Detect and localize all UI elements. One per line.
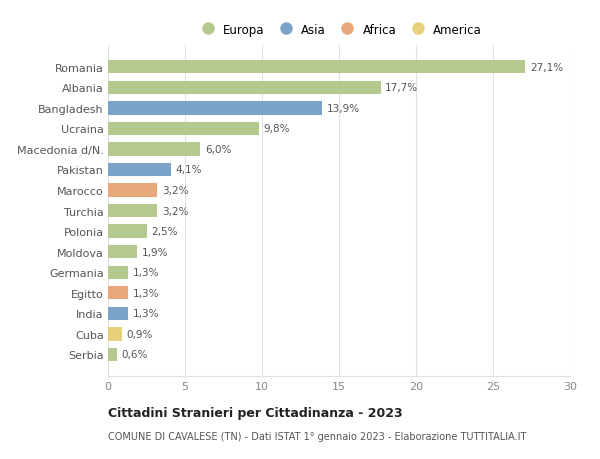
Bar <box>108 328 122 341</box>
Bar <box>108 163 171 177</box>
Bar <box>108 348 117 361</box>
Text: 1,3%: 1,3% <box>133 288 159 298</box>
Text: 4,1%: 4,1% <box>176 165 202 175</box>
Text: COMUNE DI CAVALESE (TN) - Dati ISTAT 1° gennaio 2023 - Elaborazione TUTTITALIA.I: COMUNE DI CAVALESE (TN) - Dati ISTAT 1° … <box>108 431 526 442</box>
Text: 27,1%: 27,1% <box>530 62 563 73</box>
Text: 1,3%: 1,3% <box>133 268 159 278</box>
Bar <box>108 81 380 95</box>
Bar <box>108 123 259 136</box>
Bar <box>108 286 128 300</box>
Bar <box>108 102 322 115</box>
Text: 2,5%: 2,5% <box>151 227 178 237</box>
Text: 9,8%: 9,8% <box>263 124 290 134</box>
Bar <box>108 61 526 74</box>
Text: 0,6%: 0,6% <box>122 350 148 360</box>
Legend: Europa, Asia, Africa, America: Europa, Asia, Africa, America <box>191 19 487 41</box>
Bar <box>108 143 200 156</box>
Bar <box>108 266 128 280</box>
Text: 6,0%: 6,0% <box>205 145 232 155</box>
Text: 13,9%: 13,9% <box>326 104 360 113</box>
Text: Cittadini Stranieri per Cittadinanza - 2023: Cittadini Stranieri per Cittadinanza - 2… <box>108 406 403 419</box>
Text: 3,2%: 3,2% <box>162 206 188 216</box>
Text: 1,3%: 1,3% <box>133 309 159 319</box>
Bar <box>108 246 137 259</box>
Text: 17,7%: 17,7% <box>385 83 418 93</box>
Text: 1,9%: 1,9% <box>142 247 169 257</box>
Bar <box>108 225 146 238</box>
Text: 0,9%: 0,9% <box>127 329 153 339</box>
Text: 3,2%: 3,2% <box>162 185 188 196</box>
Bar <box>108 204 157 218</box>
Bar <box>108 184 157 197</box>
Bar <box>108 307 128 320</box>
